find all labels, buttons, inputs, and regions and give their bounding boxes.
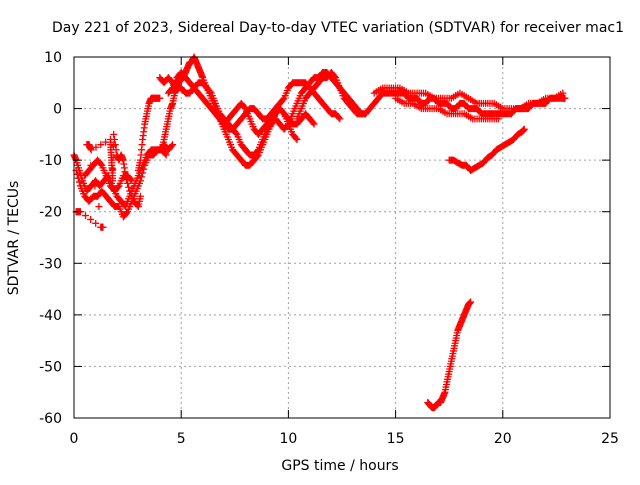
y-tick-label: -20 bbox=[39, 205, 62, 221]
data-point bbox=[467, 298, 475, 306]
series-trace-mid-d bbox=[216, 105, 301, 169]
data-point bbox=[161, 150, 169, 158]
data-point bbox=[110, 130, 118, 138]
data-point bbox=[309, 119, 317, 127]
data-point bbox=[125, 183, 133, 191]
data-point bbox=[232, 129, 240, 137]
series-trace-mid-a bbox=[158, 53, 344, 154]
y-tick-label: -60 bbox=[39, 411, 62, 427]
data-point bbox=[112, 146, 120, 154]
data-point bbox=[124, 179, 132, 187]
x-tick-label: 25 bbox=[601, 431, 619, 447]
data-point bbox=[279, 108, 287, 116]
data-point bbox=[206, 88, 214, 96]
data-point bbox=[240, 103, 248, 111]
data-point bbox=[162, 151, 170, 159]
x-tick-label: 20 bbox=[494, 431, 512, 447]
data-point bbox=[87, 215, 95, 223]
data-point bbox=[75, 178, 83, 186]
y-tick-label: -40 bbox=[39, 308, 62, 324]
y-tick-label: 0 bbox=[53, 102, 62, 118]
data-point bbox=[92, 219, 100, 227]
series-trace-late-a bbox=[362, 89, 569, 118]
data-point bbox=[133, 201, 141, 209]
data-point bbox=[279, 96, 287, 104]
data-markers bbox=[70, 53, 569, 412]
data-point bbox=[169, 141, 177, 149]
data-point bbox=[97, 141, 105, 149]
data-point bbox=[114, 183, 122, 191]
data-point bbox=[87, 146, 95, 154]
series-trace-early-c bbox=[81, 156, 136, 195]
data-point bbox=[559, 89, 567, 97]
data-point bbox=[97, 160, 105, 168]
series-trace-early-b bbox=[72, 146, 170, 221]
data-point bbox=[74, 174, 82, 182]
x-tick-label: 15 bbox=[387, 431, 405, 447]
plot-frame bbox=[73, 56, 611, 419]
data-point bbox=[128, 177, 136, 185]
y-tick-label: -10 bbox=[39, 153, 62, 169]
series-trace-late-b bbox=[370, 84, 567, 113]
data-point bbox=[109, 165, 117, 173]
series-trace-descend bbox=[445, 125, 528, 174]
data-point bbox=[136, 177, 144, 185]
data-point bbox=[168, 85, 176, 93]
data-point bbox=[91, 182, 99, 190]
data-point bbox=[561, 94, 569, 102]
data-point bbox=[139, 169, 147, 177]
axis-ticks: 0 5 10 15 20 25 -60 -50 -40 -30 -20 -10 0 10 bbox=[39, 50, 619, 447]
series-trace-low bbox=[424, 298, 475, 412]
data-point bbox=[330, 72, 338, 80]
data-point bbox=[293, 136, 301, 144]
x-axis-label: GPS time / hours bbox=[281, 458, 398, 474]
data-point bbox=[310, 120, 318, 128]
data-point bbox=[140, 165, 148, 173]
y-tick-label: -30 bbox=[39, 256, 62, 272]
chart-title: Day 221 of 2023, Sidereal Day-to-day VTE… bbox=[52, 20, 624, 36]
data-point bbox=[292, 134, 300, 142]
data-point bbox=[109, 177, 117, 185]
y-tick-label: -50 bbox=[39, 359, 62, 375]
x-tick-label: 0 bbox=[70, 431, 79, 447]
series-trace-early-spikes bbox=[72, 130, 144, 231]
data-point bbox=[138, 173, 146, 181]
data-point bbox=[82, 212, 90, 220]
series-trace-mid-c bbox=[164, 68, 318, 138]
data-point bbox=[73, 170, 81, 178]
data-point bbox=[156, 94, 164, 102]
y-axis-label: SDTVAR / TECUs bbox=[6, 181, 22, 296]
data-point bbox=[495, 115, 503, 123]
data-point bbox=[121, 172, 129, 180]
series-trace-rise bbox=[134, 94, 164, 174]
data-point bbox=[520, 125, 528, 133]
data-point bbox=[87, 161, 95, 169]
data-point bbox=[110, 136, 118, 144]
data-point bbox=[136, 192, 144, 200]
data-point bbox=[99, 223, 107, 231]
y-tick-label: 10 bbox=[44, 50, 62, 66]
grid-lines bbox=[74, 57, 610, 418]
x-tick-label: 5 bbox=[177, 431, 186, 447]
data-point bbox=[95, 203, 103, 211]
data-point bbox=[111, 141, 119, 149]
data-point bbox=[253, 152, 261, 160]
data-point bbox=[168, 142, 176, 150]
data-point bbox=[335, 114, 343, 122]
data-point bbox=[92, 143, 100, 151]
data-point bbox=[123, 175, 131, 183]
series-trace-late-c bbox=[392, 94, 503, 123]
data-point bbox=[336, 115, 344, 123]
series-trace-mid-e bbox=[293, 68, 370, 123]
data-point bbox=[123, 209, 131, 217]
x-tick-label: 10 bbox=[279, 431, 297, 447]
